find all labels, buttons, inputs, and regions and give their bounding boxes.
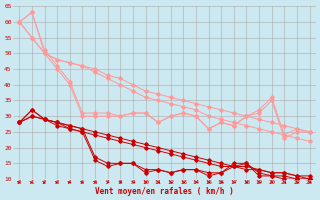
X-axis label: Vent moyen/en rafales ( km/h ): Vent moyen/en rafales ( km/h )	[95, 187, 234, 196]
